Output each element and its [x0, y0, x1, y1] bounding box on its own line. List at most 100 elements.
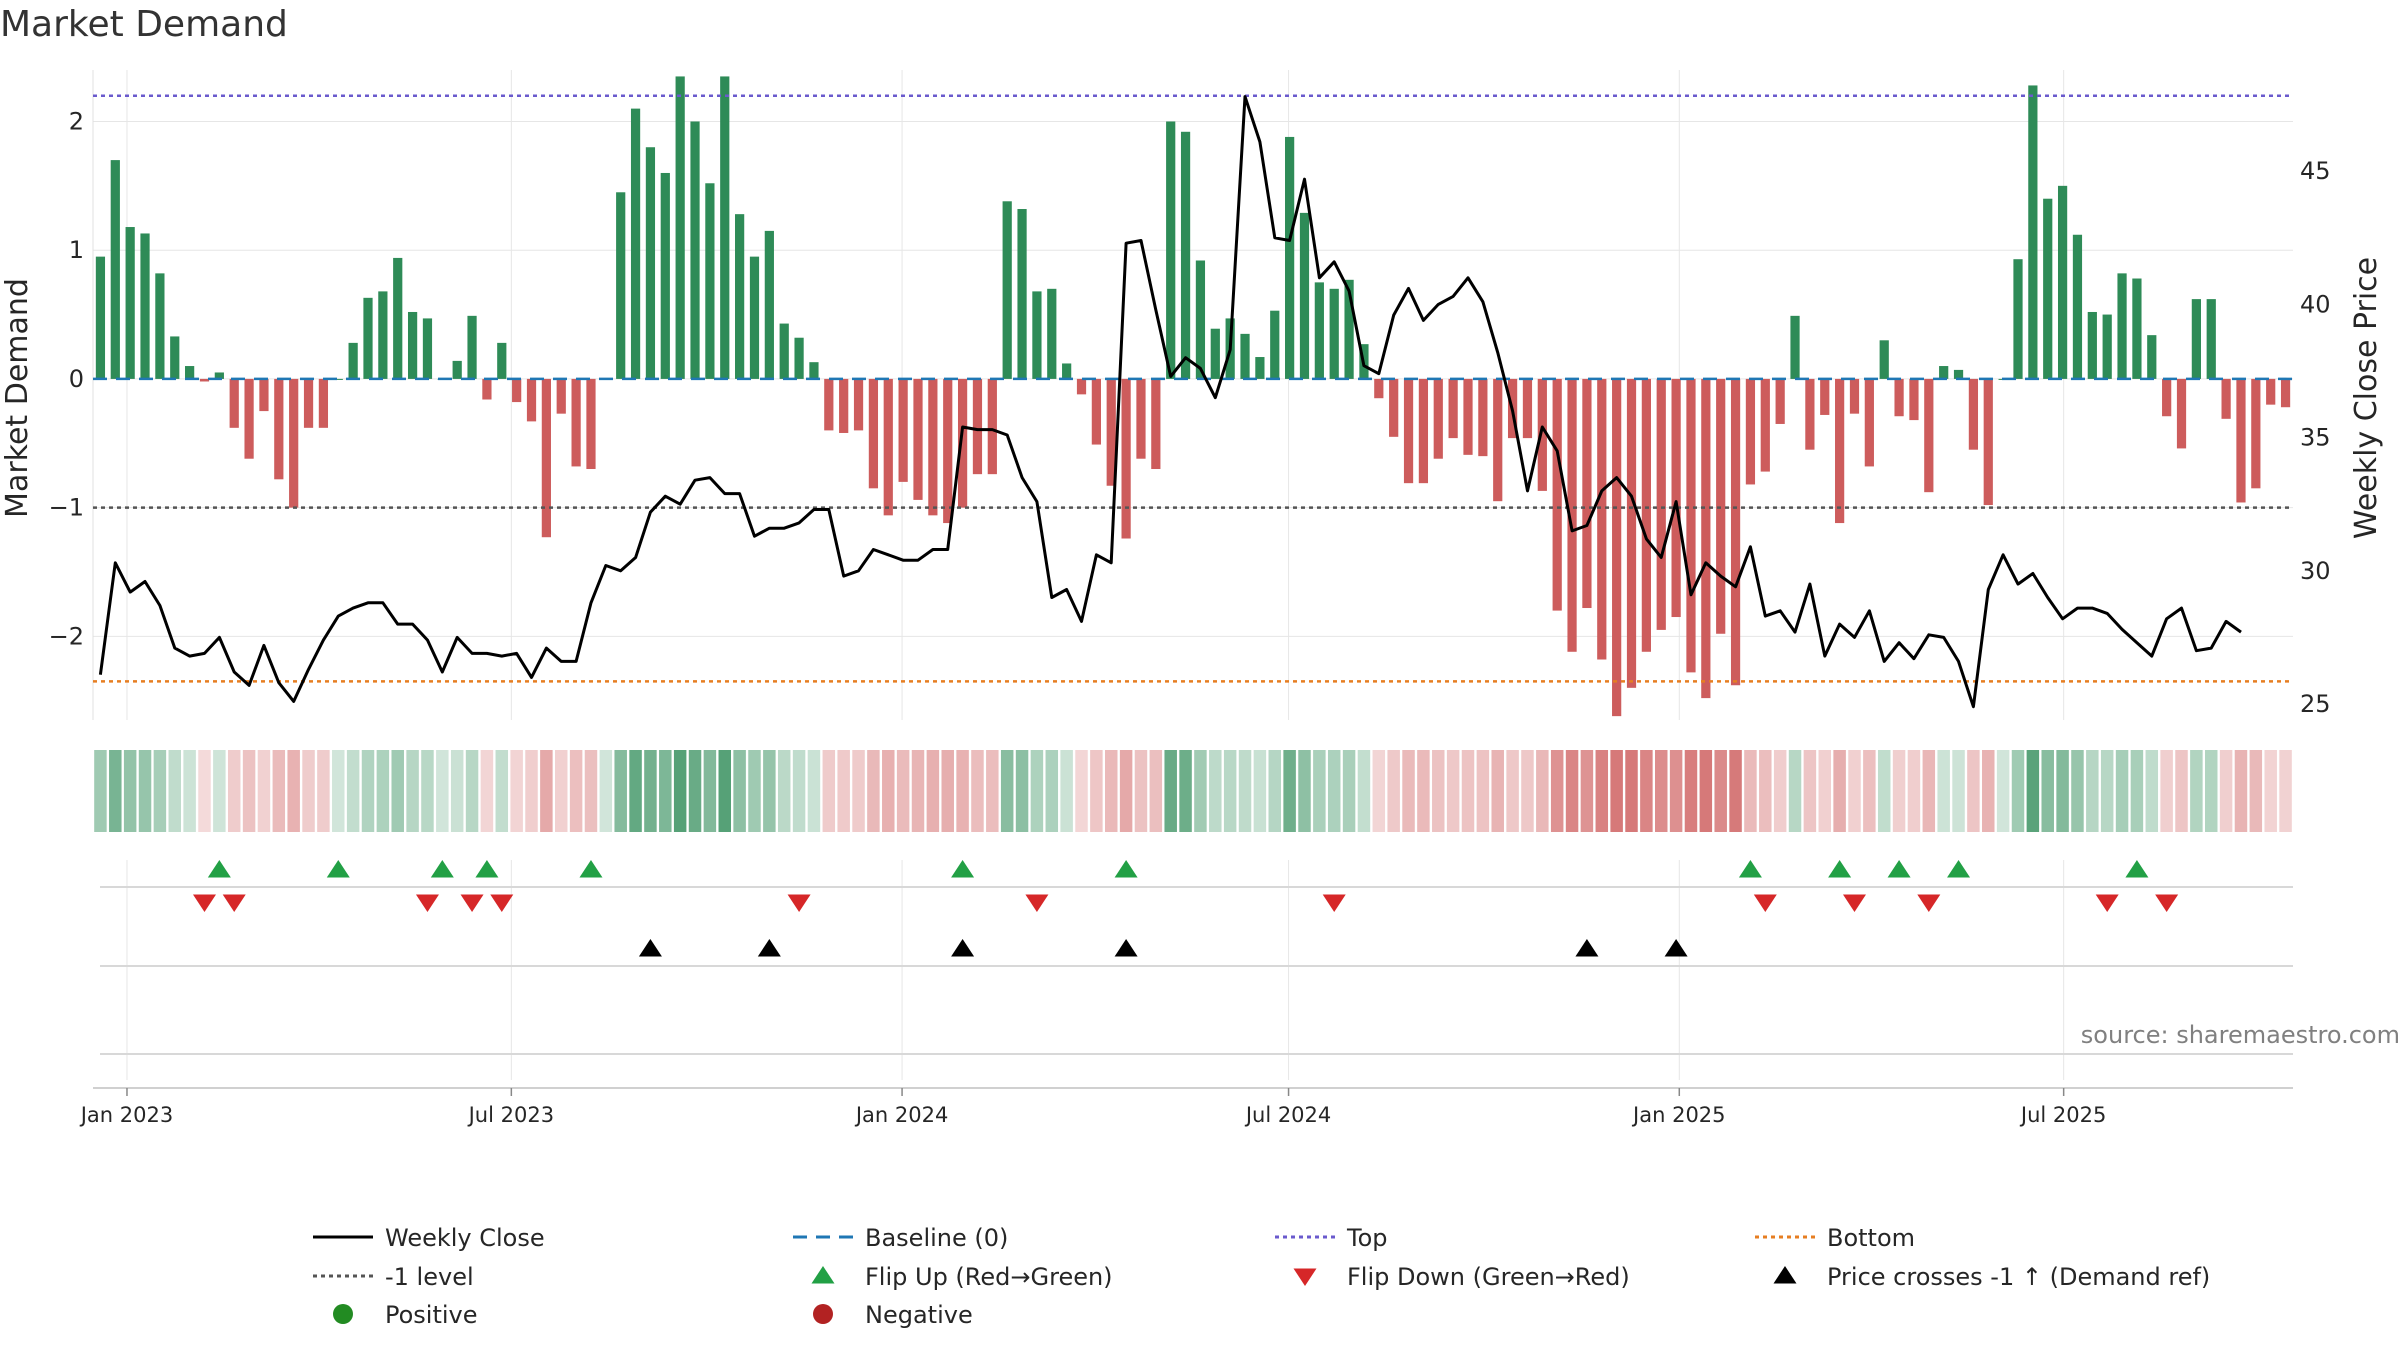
strip-cell — [2115, 750, 2129, 832]
demand-bar — [2087, 311, 2097, 379]
strip-cell — [2071, 750, 2084, 832]
demand-bar — [1939, 366, 1949, 379]
strip-cell — [510, 750, 523, 832]
strip-cell — [1253, 750, 1267, 832]
legend-item: -1 level — [313, 1263, 474, 1291]
demand-bar — [2236, 378, 2246, 503]
strip-cell — [2041, 750, 2054, 832]
demand-bar — [764, 230, 774, 379]
demand-bar — [1730, 378, 1741, 686]
strip-cell — [376, 750, 390, 832]
demand-bar — [1493, 378, 1503, 502]
demand-bar — [1076, 378, 1087, 395]
y-axis-label: Market Demand — [0, 278, 35, 518]
demand-bar — [170, 336, 180, 379]
demand-bar — [2028, 85, 2038, 379]
strip-cell — [763, 750, 776, 832]
demand-bar — [1760, 378, 1770, 472]
flip-down-marker — [460, 894, 484, 912]
flip-down-marker — [1025, 894, 1049, 912]
strip-cell — [1179, 750, 1192, 832]
legend-circle-swatch — [333, 1304, 353, 1324]
y-tick-label: 0 — [69, 365, 84, 393]
strip-cell — [1372, 750, 1386, 832]
flip-down-marker — [2095, 894, 2119, 912]
x-tick-label: Jan 2025 — [1631, 1103, 1726, 1127]
price-cross-marker — [1664, 939, 1688, 957]
legend-label: Flip Up (Red→Green) — [865, 1263, 1113, 1291]
strip-cell — [1313, 750, 1326, 832]
demand-bar — [1285, 136, 1295, 379]
strip-cell — [941, 750, 954, 832]
strip-cell — [2205, 750, 2218, 832]
price-cross-marker — [1114, 939, 1138, 957]
flip-up-marker — [1738, 860, 1762, 878]
legend-item: Positive — [333, 1301, 478, 1329]
strip-cell — [971, 750, 984, 832]
demand-bar — [2013, 259, 2023, 379]
demand-bar — [2043, 198, 2053, 379]
strip-cell — [332, 750, 345, 832]
demand-bar — [883, 378, 893, 516]
strip-cell — [1461, 750, 1475, 832]
flip-down-marker — [490, 894, 514, 912]
legend-item: Flip Up (Red→Green) — [811, 1263, 1113, 1291]
strip-cell — [1982, 750, 1995, 832]
demand-bar — [1166, 121, 1176, 379]
demand-bar — [1121, 378, 1131, 539]
demand-bar — [244, 378, 254, 459]
demand-bar — [1032, 291, 1042, 379]
flip-down-marker — [222, 894, 246, 912]
price-cross-marker — [757, 939, 781, 957]
demand-bar — [274, 378, 284, 480]
demand-bar — [1626, 378, 1637, 688]
demand-bar — [2251, 378, 2261, 489]
strip-cell — [1669, 750, 1683, 832]
strip-cell — [1387, 750, 1400, 832]
strip-cell — [302, 750, 315, 832]
legend-label: Top — [1346, 1224, 1388, 1252]
demand-bar — [1924, 378, 1934, 493]
strip-cell — [1877, 750, 1891, 832]
strip-cell — [1357, 750, 1371, 832]
strip-cell — [1417, 750, 1430, 832]
demand-bar — [2191, 299, 2201, 379]
flip-down-marker — [2155, 894, 2179, 912]
demand-bar — [898, 378, 908, 482]
flip-up-marker — [2125, 860, 2149, 878]
flip-down-marker — [1322, 894, 1346, 912]
demand-bar — [1151, 378, 1161, 470]
strip-cell — [718, 750, 731, 832]
strip-cell — [1996, 750, 2010, 832]
y-tick-label: 1 — [69, 236, 84, 264]
source-note: source: sharemaestro.com — [2080, 1021, 2400, 1049]
strip-cell — [1000, 750, 1014, 832]
demand-bar — [2102, 314, 2112, 379]
strip-cell — [540, 750, 553, 832]
flip-down-marker — [192, 894, 216, 912]
y-tick-label: −2 — [49, 622, 84, 650]
strip-cell — [1015, 750, 1029, 832]
demand-bar — [675, 76, 685, 379]
demand-bar — [378, 291, 388, 379]
demand-bar — [2221, 378, 2231, 419]
strip-cell — [896, 750, 910, 832]
y2-tick-label: 40 — [2300, 290, 2331, 318]
demand-bar — [110, 160, 120, 379]
strip-cell — [1238, 750, 1252, 832]
demand-bar — [1805, 378, 1815, 450]
demand-bar — [333, 378, 343, 380]
strip-cell — [1714, 750, 1727, 832]
demand-bar — [1835, 378, 1845, 524]
demand-bar — [199, 378, 210, 382]
demand-bar — [928, 378, 938, 516]
demand-bar — [452, 360, 462, 379]
strip-cell — [1298, 750, 1311, 832]
strip-cell — [1952, 750, 1965, 832]
demand-bar — [556, 378, 566, 414]
demand-bar — [1790, 315, 1800, 379]
demand-bar — [586, 378, 596, 470]
demand-bar — [1062, 363, 1072, 379]
strip-cell — [450, 750, 464, 832]
legend-triangle-up-swatch — [811, 1266, 835, 1284]
